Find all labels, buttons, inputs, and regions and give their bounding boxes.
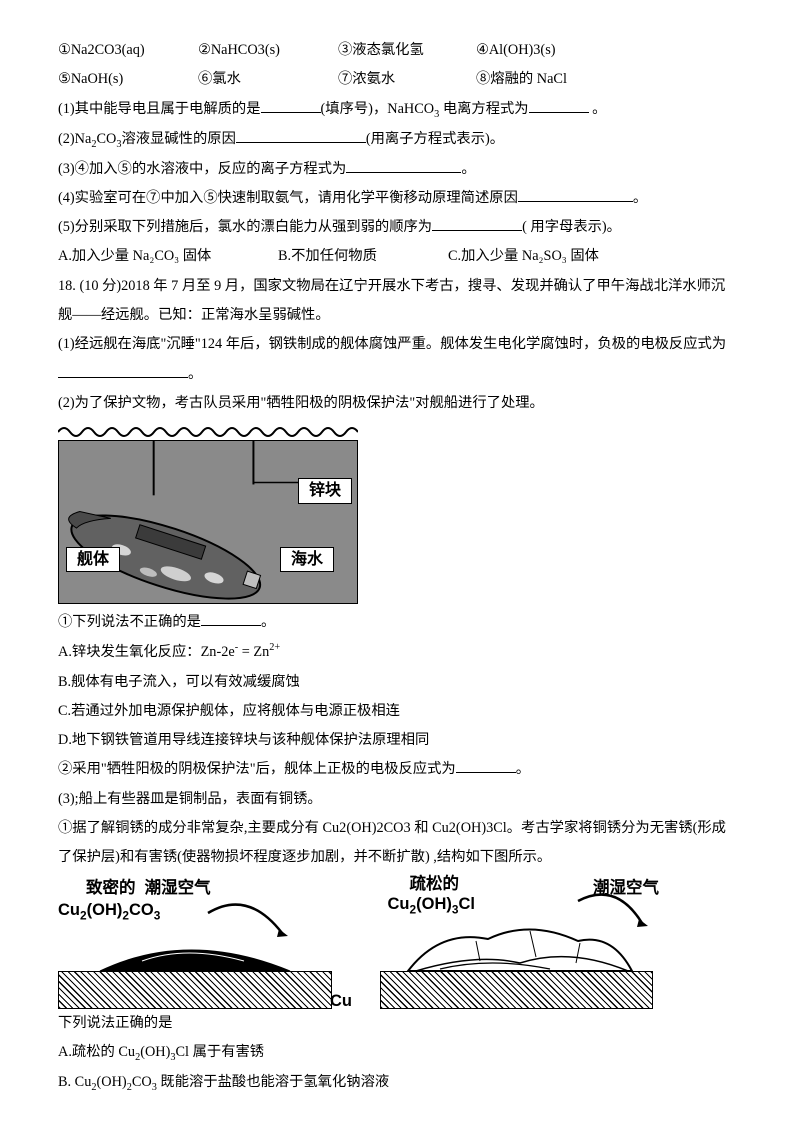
- fig2-left-base: [58, 971, 332, 1009]
- q18-sub1: ①下列说法不正确的是 。: [58, 608, 737, 637]
- opt-c: C.加入少量 Na₂SO₃ 固体: [448, 242, 599, 271]
- opt18-3-b-m1: (OH): [97, 1074, 127, 1090]
- opt18-c: C.若通过外加电源保护舰体，应将舰体与电源正极相连: [58, 697, 737, 726]
- opt18-3-b-pre: B. Cu: [58, 1074, 91, 1090]
- opt18-a-pre: A.锌块发生氧化反应：Zn-2e: [58, 644, 235, 660]
- figure-rust: 致密的 潮湿空气 Cu2(OH)2CO3 疏松的 Cu2(OH)3Cl 潮湿空气: [58, 879, 653, 1009]
- q18-2: (2)为了保护文物，考古队员采用"牺牲阳极的阴极保护法"对舰船进行了处理。: [58, 389, 737, 418]
- q5: (5)分别采取下列措施后，氯水的漂白能力从强到弱的顺序为 ( 用字母表示)。: [58, 213, 737, 242]
- q5-b: ( 用字母表示)。: [522, 219, 621, 235]
- q2-a: (2)Na: [58, 131, 91, 147]
- option-row-1: ①Na2CO3(aq) ②NaHCO3(s) ③液态氯化氢 ④Al(OH)3(s…: [58, 36, 737, 65]
- seawater-area: [58, 440, 358, 604]
- q5-options: A.加入少量 Na₂CO₃ 固体 B.不加任何物质 C.加入少量 Na₂SO₃ …: [58, 242, 737, 271]
- label-zinc: 锌块: [298, 478, 352, 504]
- opt18-3-b-post: 既能溶于盐酸也能溶于氢氧化钠溶液: [157, 1074, 389, 1090]
- blank: [456, 758, 516, 773]
- fig2-right-svg: [380, 889, 660, 983]
- q5-a: (5)分别采取下列措施后，氯水的漂白能力从强到弱的顺序为: [58, 219, 432, 235]
- opt18-3-b-m2: CO: [132, 1074, 152, 1090]
- blank: [518, 187, 633, 202]
- blank: [432, 216, 522, 231]
- option-row-2: ⑤NaOH(s) ⑥氯水 ⑦浓氨水 ⑧熔融的 NaCl: [58, 65, 737, 94]
- q18-head-line1: 18. (10 分)2018 年 7 月至 9 月，国家文物局在辽宁开展水下考古…: [58, 272, 737, 301]
- opt18-3-a: A.疏松的 Cu2(OH)3Cl 属于有害锈: [58, 1038, 737, 1068]
- figure-ship: 锌块 舰体 海水: [58, 424, 358, 604]
- item-8: ⑧熔融的 NaCl: [476, 65, 567, 94]
- item-4: ④Al(OH)3(s): [476, 36, 556, 65]
- fig2-cu: Cu: [330, 992, 352, 1010]
- q2: (2)Na2CO3溶液显碱性的原因(用离子方程式表示)。: [58, 125, 737, 155]
- q18-3-1b: 了保护层)和有害锈(使器物损坏程度逐步加剧，并不断扩散) ,结构如下图所示。: [58, 843, 737, 872]
- opt-a: A.加入少量 Na₂CO₃ 固体: [58, 242, 278, 271]
- q18-3-2: 下列说法正确的是: [58, 1009, 737, 1038]
- q18-1-a: (1)经远舰在海底"沉睡"124 年后，钢铁制成的舰体腐蚀严重。舰体发生电化学腐…: [58, 336, 726, 352]
- item-5: ⑤NaOH(s): [58, 65, 198, 94]
- q18-1-blank-row: 。: [58, 360, 737, 389]
- q18-sub2-end: 。: [516, 761, 530, 777]
- blank: [201, 611, 261, 626]
- fig2-left: 致密的 潮湿空气 Cu2(OH)2CO3: [58, 879, 332, 1009]
- ship-svg: [59, 441, 357, 603]
- q1: (1)其中能导电且属于电解质的是(填序号)，NaHCO3 电离方程式为 。: [58, 95, 737, 125]
- opt18-d: D.地下钢铁管道用导线连接锌块与该种舰体保护法原理相同: [58, 726, 737, 755]
- q18-sub2-text: ②采用"牺牲阳极的阴极保护法"后，舰体上正极的电极反应式为: [58, 761, 456, 777]
- item-1: ①Na2CO3(aq): [58, 36, 198, 65]
- q18-1: (1)经远舰在海底"沉睡"124 年后，钢铁制成的舰体腐蚀严重。舰体发生电化学腐…: [58, 330, 737, 359]
- opt18-3-a-m1: (OH): [140, 1044, 170, 1060]
- fig2-right: 疏松的 Cu2(OH)3Cl 潮湿空气: [380, 879, 654, 1009]
- label-hull: 舰体: [66, 547, 120, 573]
- q3: (3)④加入⑤的水溶液中，反应的离子方程式为 。: [58, 155, 737, 184]
- q18-head-line2: 舰——经远舰。已知：正常海水呈弱碱性。: [58, 301, 737, 330]
- q18-3: (3);船上有些器皿是铜制品，表面有铜锈。: [58, 785, 737, 814]
- q18-3-1a: ①据了解铜锈的成分非常复杂,主要成分有 Cu2(OH)2CO3 和 Cu2(OH…: [58, 814, 737, 843]
- q1-end: 。: [589, 101, 607, 117]
- blank: [529, 97, 589, 112]
- blank: [346, 157, 461, 172]
- q4-end: 。: [633, 190, 647, 206]
- sup-2plus: 2+: [269, 642, 280, 653]
- q3-a: (3)④加入⑤的水溶液中，反应的离子方程式为: [58, 161, 346, 177]
- q18-sub2: ②采用"牺牲阳极的阴极保护法"后，舰体上正极的电极反应式为 。: [58, 755, 737, 784]
- opt18-b: B.舰体有电子流入，可以有效减缓腐蚀: [58, 668, 737, 697]
- opt18-3-a-post: Cl 属于有害锈: [176, 1044, 265, 1060]
- item-6: ⑥氯水: [198, 65, 338, 94]
- item-2: ②NaHCO3(s): [198, 36, 338, 65]
- blank: [261, 97, 321, 112]
- blank: [58, 362, 188, 377]
- wavy-water-line-icon: [58, 424, 358, 438]
- q3-end: 。: [461, 161, 475, 177]
- q4: (4)实验室可在⑦中加入⑤快速制取氨气，请用化学平衡移动原理简述原因 。: [58, 184, 737, 213]
- q2-b: CO: [96, 131, 116, 147]
- item-7: ⑦浓氨水: [338, 65, 476, 94]
- opt18-a-post: = Zn: [238, 644, 269, 660]
- q1-text-a: (1)其中能导电且属于电解质的是: [58, 101, 261, 117]
- fig2-left-svg: [58, 895, 338, 983]
- q18-head: 18. (10 分)2018 年 7 月至 9 月，国家文物局在辽宁开展水下考古…: [58, 272, 737, 331]
- q1-text-c: 电离方程式为: [439, 101, 528, 117]
- q2-c: 溶液显碱性的原因: [122, 131, 236, 147]
- q1-text-b: (填序号)，NaHCO: [321, 101, 435, 117]
- fig2-right-base: [380, 971, 654, 1009]
- blank: [236, 127, 366, 142]
- q2-d: (用离子方程式表示)。: [366, 131, 504, 147]
- q18-sub1-end: 。: [261, 614, 275, 630]
- label-sea: 海水: [280, 547, 334, 573]
- q18-sub1-text: ①下列说法不正确的是: [58, 614, 201, 630]
- item-3: ③液态氯化氢: [338, 36, 476, 65]
- opt18-3-a-pre: A.疏松的 Cu: [58, 1044, 135, 1060]
- opt18-3-b: B. Cu2(OH)2CO3 既能溶于盐酸也能溶于氢氧化钠溶液: [58, 1068, 737, 1098]
- opt-b: B.不加任何物质: [278, 242, 448, 271]
- q4-a: (4)实验室可在⑦中加入⑤快速制取氨气，请用化学平衡移动原理简述原因: [58, 190, 518, 206]
- opt18-a: A.锌块发生氧化反应：Zn-2e- = Zn2+: [58, 637, 737, 667]
- q18-1-end: 。: [188, 366, 202, 382]
